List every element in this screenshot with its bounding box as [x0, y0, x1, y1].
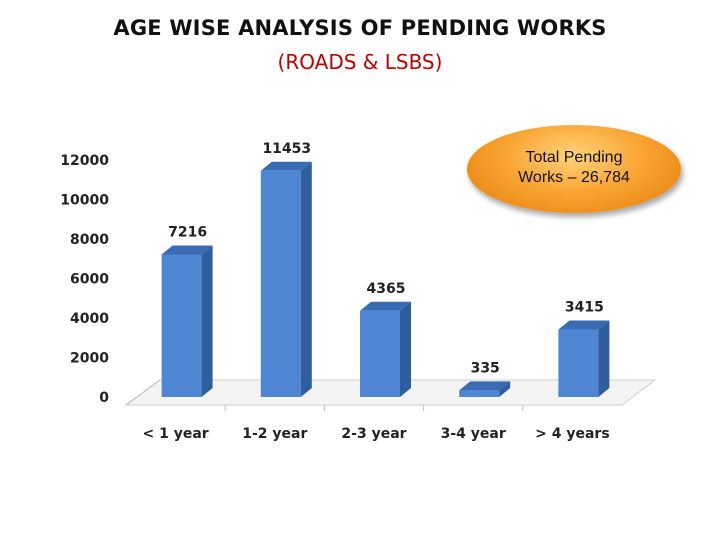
x-tick-label: < 1 year	[142, 426, 208, 442]
data-label: 4365	[367, 281, 406, 297]
bar	[360, 310, 400, 397]
y-tick-label: 2000	[70, 351, 109, 367]
total-pending-callout: Total Pending Works – 26,784	[467, 125, 681, 213]
y-tick-label: 0	[99, 390, 109, 406]
bar-top	[360, 301, 411, 311]
bar-top	[161, 245, 213, 255]
bar-side	[201, 245, 213, 397]
y-tick-label: 8000	[70, 232, 109, 248]
y-tick-label: 12000	[60, 153, 109, 169]
y-tick-label: 6000	[70, 272, 109, 288]
bar-side	[598, 320, 610, 397]
y-tick-label: 4000	[70, 311, 109, 327]
callout-text: Total Pending Works – 26,784	[518, 149, 630, 186]
bar	[260, 170, 301, 397]
chart-title: AGE WISE ANALYSIS OF PENDING WORKS	[113, 16, 607, 40]
chart-subtitle: (ROADS & LSBS)	[277, 50, 443, 74]
y-tick-label: 10000	[60, 193, 109, 209]
bar	[161, 254, 202, 397]
bar-top	[260, 161, 312, 171]
data-label: 3415	[565, 300, 604, 316]
data-label: 11453	[262, 141, 311, 157]
bar	[459, 390, 500, 397]
data-label: 7216	[168, 224, 207, 240]
bar-side	[300, 161, 312, 397]
bar-top	[459, 381, 511, 391]
data-label: 335	[471, 360, 500, 376]
x-tick-label: 3-4 year	[441, 426, 506, 442]
x-tick-label: > 4 years	[535, 426, 610, 442]
x-tick-label: 1-2 year	[242, 426, 307, 442]
bar-side	[400, 301, 411, 397]
bar-top	[558, 320, 610, 330]
x-tick-label: 2-3 year	[341, 426, 406, 442]
floor-left-edge	[125, 379, 161, 406]
callout-ellipse	[467, 125, 681, 213]
bar-side	[499, 381, 511, 397]
bar	[558, 329, 599, 397]
